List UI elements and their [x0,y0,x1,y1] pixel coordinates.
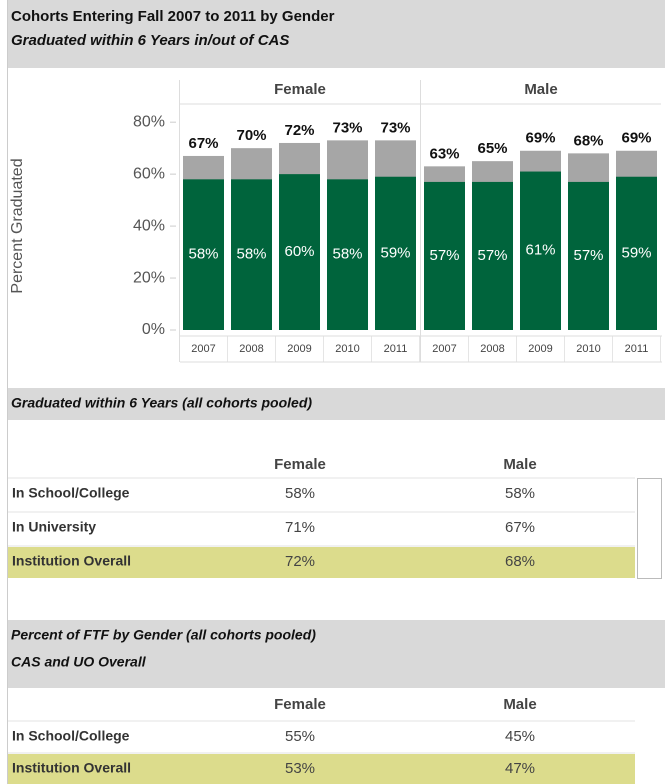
row-highlight [8,754,635,784]
column-header: Female [274,696,326,713]
y-axis-label: Percent Graduated [9,158,26,293]
x-tick-label: 2009 [287,343,311,355]
bar [231,179,272,330]
y-tick-label: 60% [133,165,165,182]
section-title: CAS and UO Overall [11,654,147,670]
y-tick-label: 80% [133,113,165,130]
total-label: 67% [188,135,218,152]
section-title: Graduated within 6 Years (all cohorts po… [11,395,312,411]
row-label: Institution Overall [12,760,131,776]
bar [472,181,513,330]
in-cas-label: 59% [621,244,651,261]
bar [424,181,465,330]
x-tick-label: 2011 [625,343,649,355]
cell: 47% [505,760,535,777]
total-label: 65% [477,140,507,157]
panel-header: Male [524,81,557,98]
total-label: 73% [380,119,410,136]
in-cas-label: 60% [284,243,314,260]
cell: 71% [285,519,315,536]
row-label: In University [12,519,96,535]
cell: 55% [285,728,315,745]
y-tick-label: 0% [142,321,165,338]
total-label: 63% [429,145,459,162]
cell: 72% [285,553,315,570]
total-label: 73% [332,119,362,136]
bar [327,179,368,330]
scroll-box [637,478,662,579]
panel-header: Female [274,81,326,98]
section-band [8,388,665,420]
cell: 53% [285,760,315,777]
bar [375,176,416,330]
total-label: 70% [236,127,266,144]
chart-title: Cohorts Entering Fall 2007 to 2011 by Ge… [11,8,335,25]
row-highlight [8,547,635,578]
total-label: 72% [284,122,314,139]
cell: 67% [505,519,535,536]
section-band [8,620,665,688]
in-cas-label: 58% [188,246,218,263]
chart-subtitle: Graduated within 6 Years in/out of CAS [11,32,289,49]
in-cas-label: 58% [236,246,266,263]
total-label: 68% [573,132,603,149]
bar [520,171,561,330]
bar [616,176,657,330]
row-label: In School/College [12,728,130,744]
x-tick-label: 2007 [432,343,456,355]
in-cas-label: 57% [429,247,459,264]
row-label: Institution Overall [12,553,131,569]
cell: 45% [505,728,535,745]
in-cas-label: 57% [573,247,603,264]
in-cas-label: 59% [380,244,410,261]
row-label: In School/College [12,485,130,501]
x-tick-label: 2010 [576,343,600,355]
y-tick-label: 20% [133,269,165,286]
y-tick-label: 40% [133,217,165,234]
in-cas-label: 57% [477,247,507,264]
title-band [8,0,665,68]
total-label: 69% [621,130,651,147]
x-tick-label: 2009 [528,343,552,355]
column-header: Male [503,456,536,473]
cell: 58% [285,485,315,502]
bar [568,181,609,330]
x-tick-label: 2007 [191,343,215,355]
in-cas-label: 61% [525,242,555,259]
column-header: Female [274,456,326,473]
cell: 68% [505,553,535,570]
in-cas-label: 58% [332,246,362,263]
bar [183,179,224,330]
bar [279,174,320,330]
column-header: Male [503,696,536,713]
total-label: 69% [525,130,555,147]
x-tick-label: 2011 [384,343,408,355]
cell: 58% [505,485,535,502]
x-tick-label: 2008 [239,343,263,355]
x-tick-label: 2010 [335,343,359,355]
section-title: Percent of FTF by Gender (all cohorts po… [11,627,316,643]
x-tick-label: 2008 [480,343,504,355]
